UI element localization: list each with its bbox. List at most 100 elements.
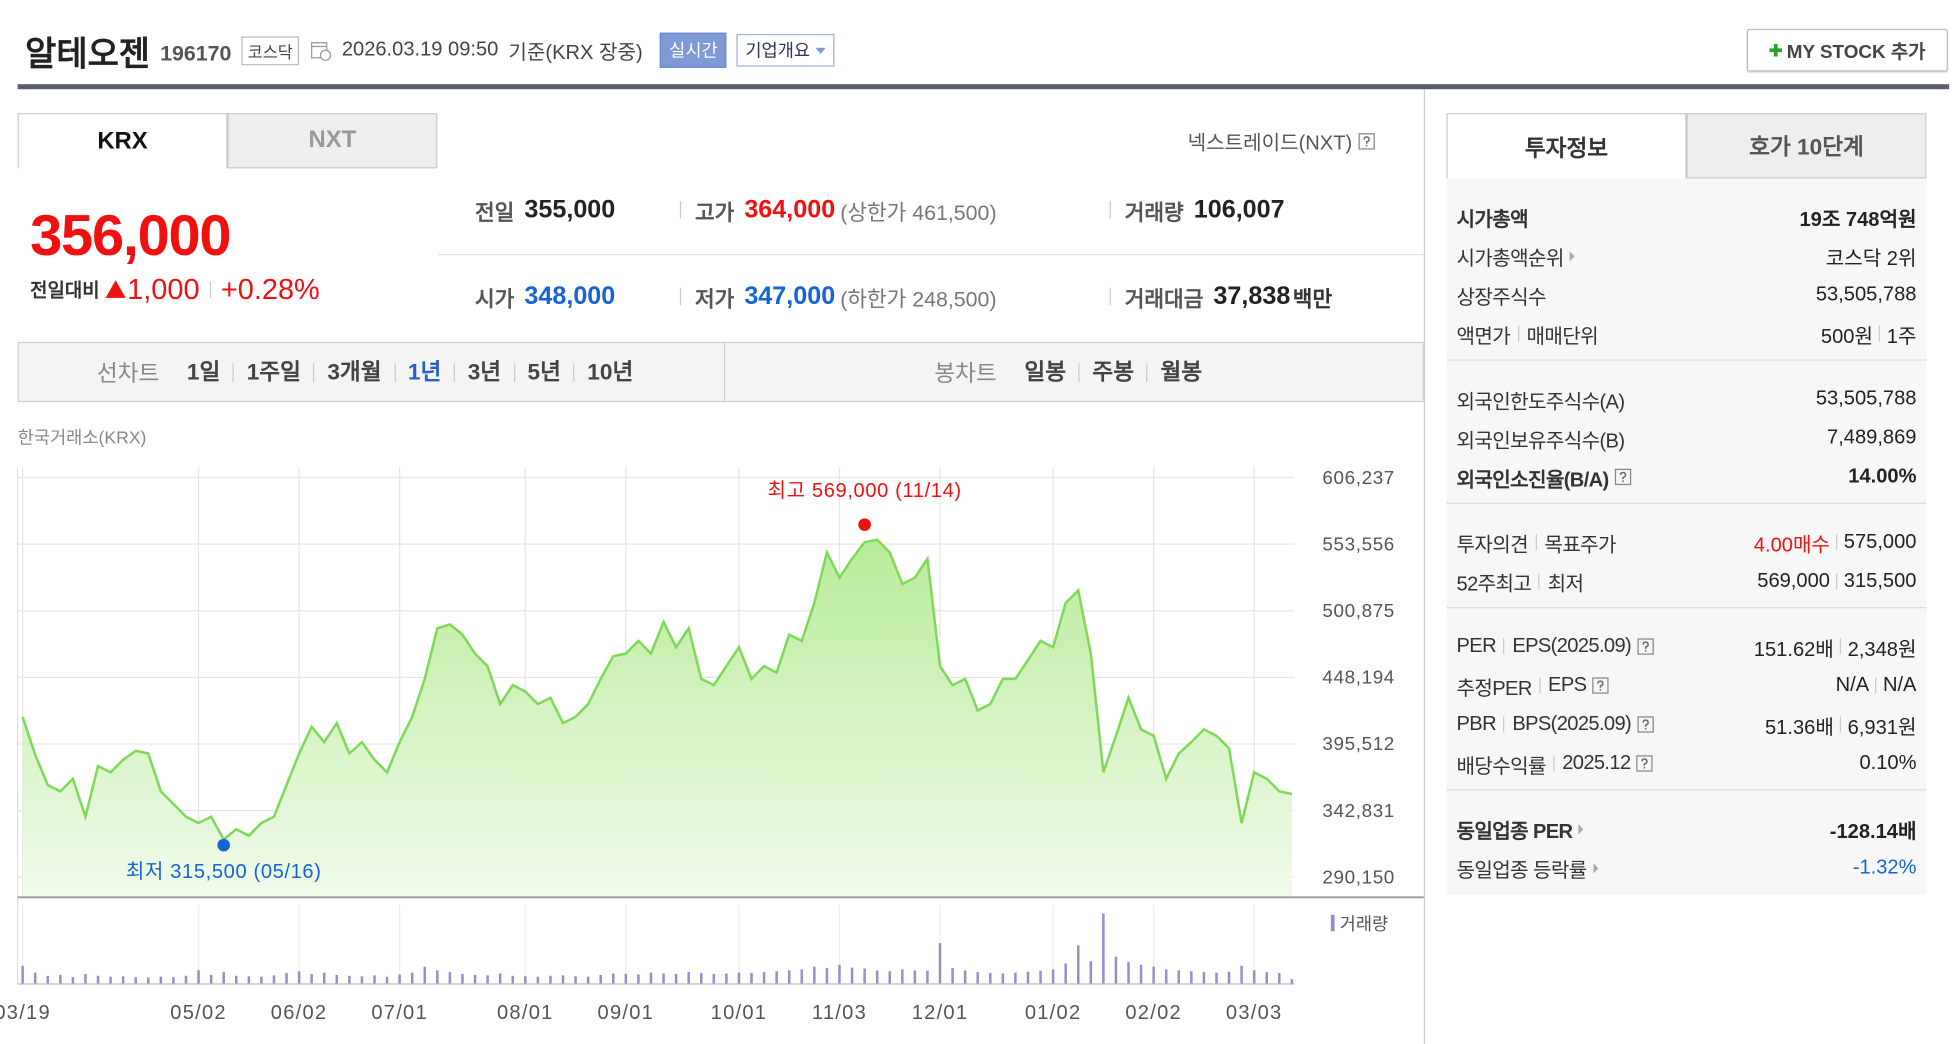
info-row: PER EPS(2025.09) 151.62배 2,348원 [1457,627,1917,666]
label-text: PER [1456,635,1497,657]
x-tick-label: 03/03 [1226,1002,1283,1024]
label-text: 시가총액순위 [1456,248,1565,270]
volume-bar [121,976,125,984]
info-value: -1.32% [1853,856,1917,879]
period-option[interactable]: 5년 [513,360,574,383]
period-option[interactable]: 1주일 [232,360,314,383]
period-option[interactable]: 일봉 [1024,358,1067,384]
volume-bar [762,972,766,984]
volume-bar [800,969,804,984]
volume-bar [1076,945,1080,984]
info-row: 추정PER EPS N/A N/A [1457,666,1917,705]
separator [679,201,682,219]
my-stock-button[interactable]: MY STOCK 추가 [1746,28,1948,72]
volume-bar [1202,972,1206,984]
separator [1836,534,1838,551]
price-line [21,538,1293,842]
x-tick-label: 08/01 [497,1002,554,1024]
volume-bar [96,975,100,984]
volume-bar [938,942,942,984]
period-option[interactable]: 3년 [453,360,514,383]
info-row: 동일업종 등락률 -1.32% [1457,848,1917,887]
volume-bar [586,976,590,984]
volume-bar [850,967,854,984]
separator [1109,287,1111,306]
volume-bar [1252,970,1256,984]
stock-name: 알테오젠 [25,34,151,73]
low-label: 최저 315,500 (05/16) [126,860,322,883]
info-row: 외국인보유주식수(B) 7,489,869 [1457,418,1917,457]
quote-label: 저가 [694,287,735,312]
x-tick-label: 06/02 [271,1002,328,1024]
info-label: 상장주식수 [1457,280,1547,310]
krx-tab[interactable]: KRX [17,113,228,169]
info-label: 외국인보유주식수(B) [1457,423,1626,453]
candle-periods: 봉차트 일봉 주봉 월봉 [725,343,1424,401]
info-label: 시가총액순위 [1457,241,1576,271]
nxt-link-text: 넥스트레이드(NXT) [1187,133,1353,155]
info-row: 상장주식수 53,505,788 [1457,275,1917,314]
label-text: 동일업종 PER [1456,821,1574,843]
volume-legend: 거래량 [1340,914,1389,934]
volume-bar [1051,969,1055,984]
info-row: 시가총액순위 코스닥 2위 [1457,236,1917,275]
realtime-button[interactable]: 실시간 [660,32,727,68]
volume-bar [725,973,728,984]
volume-bar [184,975,188,984]
period-option[interactable]: 3개월 [313,360,395,383]
volume-bar [1102,913,1105,984]
info-label: 추정PER EPS [1457,670,1610,700]
period-option[interactable]: 1일 [186,358,221,384]
quote-unit: 백만 [1292,287,1333,312]
header-rule [17,84,1950,90]
info-tab[interactable]: 투자정보 [1446,113,1687,179]
info-label: 액면가 매매단위 [1457,319,1599,349]
info-value: 53,505,788 [1816,283,1917,306]
volume-bar [285,973,288,984]
volume-bar [888,971,892,984]
label-text: 투자의견 [1456,534,1529,557]
label-text: EPS(2025.09) [1512,635,1632,657]
quote-item: 전일 355,000 [475,192,615,227]
volume-bar [59,974,62,984]
volume-bar [863,968,866,984]
volume-bar [46,975,50,984]
value-text: 7,489,869 [1827,426,1917,449]
value-text: 575,000 [1843,530,1917,553]
period-option[interactable]: 1년 [394,360,454,383]
company-button[interactable]: 기업개요 [736,33,834,67]
value-text: 315,500 [1843,569,1917,592]
line-periods: 선차트 1일 1주일 3개월 1년 3년 5년 10년 [19,343,724,401]
volume-bar [71,977,75,984]
info-row: 액면가 매매단위 500원 1주 [1457,314,1916,353]
x-tick-label: 01/02 [1025,1002,1082,1024]
period-option[interactable]: 10년 [573,360,645,383]
label-text: 외국인소진율(B/A) [1456,469,1610,491]
info-row: PBR BPS(2025.09) 51.36배 6,931원 [1457,705,1917,744]
group-rule [1446,502,1927,504]
value-text: 500원 [1820,326,1873,348]
x-tick-label: 05/02 [170,1002,227,1024]
label-text: 동일업종 등락률 [1456,860,1588,882]
period-option[interactable]: 주봉 [1078,360,1147,383]
volume-bar [1114,956,1118,984]
period-option[interactable]: 월봉 [1146,360,1215,383]
volume-bar [750,973,753,984]
volume-bar [247,976,251,984]
x-tick-label: 12/01 [912,1002,969,1024]
orderbook-tab[interactable]: 호가 10단계 [1686,113,1927,179]
volume-bar [310,973,313,984]
arrow [1592,862,1598,873]
volume-bar [737,972,741,984]
value-text: 2,348원 [1847,639,1917,661]
quote-value: 364,000 [744,195,836,224]
separator [209,280,211,298]
nxt-tab[interactable]: NXT [227,113,438,169]
nxt-link[interactable]: 넥스트레이드(NXT) [1188,126,1375,156]
volume-bar [1290,979,1294,984]
caret [815,47,826,54]
separator [1840,716,1842,733]
change-rate: +0.28% [220,272,320,305]
change-value: 1,000 [127,272,200,305]
